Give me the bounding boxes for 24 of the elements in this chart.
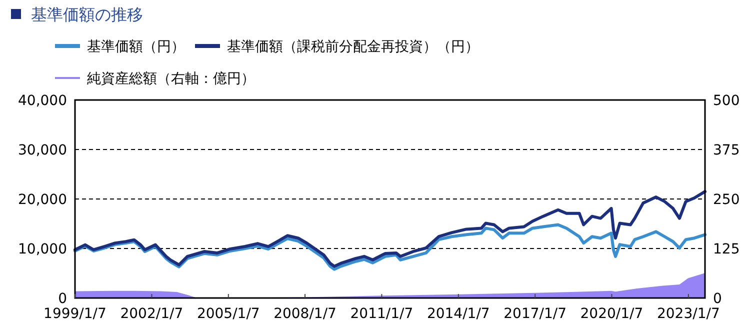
y-tick-label: 20,000: [18, 192, 67, 208]
x-tick-label: 2011/1/7: [350, 306, 414, 322]
x-tick-label: 1999/1/7: [44, 306, 106, 322]
x-tick-label: 2020/1/7: [580, 306, 644, 322]
x-tick-label: 2017/1/7: [504, 306, 567, 322]
x-tick-label: 2002/1/7: [120, 306, 184, 322]
y-tick-label: 10,000: [18, 242, 67, 258]
y2-tick-label: 125: [713, 242, 740, 258]
x-tick-label: 2014/1/7: [426, 306, 490, 322]
chart-title: 基準価額の推移: [31, 5, 143, 24]
y-tick-label: 30,000: [18, 142, 67, 158]
y2-tick-label: 250: [713, 192, 740, 208]
x-tick-label: 2005/1/7: [196, 306, 260, 322]
y-tick-label: 0: [58, 291, 67, 307]
legend-label: 純資産総額（右軸：億円）: [87, 71, 255, 87]
y2-tick-label: 500: [713, 93, 740, 109]
y2-tick-label: 375: [713, 142, 740, 158]
y2-tick-label: 0: [713, 291, 722, 307]
legend-label: 基準価額（課税前分配金再投資）（円）: [227, 39, 479, 55]
line-series: [74, 190, 706, 268]
y-tick-label: 40,000: [18, 93, 67, 109]
x-tick-label: 2023/1/7: [656, 306, 720, 322]
legend-label: 基準価額（円）: [87, 39, 185, 55]
x-tick-label: 2008/1/7: [274, 306, 336, 322]
